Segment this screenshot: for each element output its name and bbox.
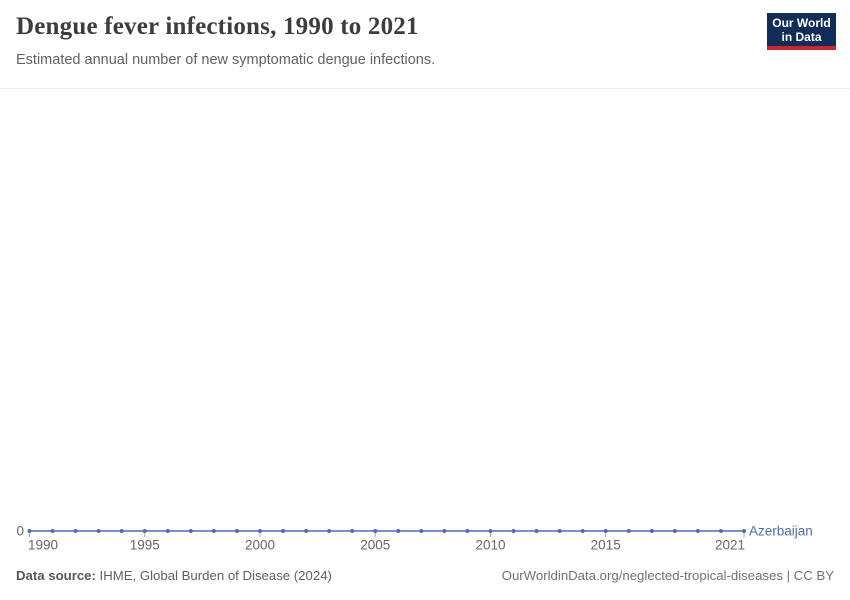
data-point[interactable]	[742, 529, 746, 533]
logo-line-1: Our World	[772, 15, 831, 30]
chart-footer: Data source: IHME, Global Burden of Dise…	[16, 568, 834, 583]
data-point[interactable]	[465, 529, 470, 533]
data-point[interactable]	[257, 529, 262, 533]
data-point[interactable]	[626, 529, 631, 533]
data-point[interactable]	[672, 529, 677, 533]
entity-label[interactable]: Azerbaijan	[749, 524, 813, 539]
data-point[interactable]	[603, 529, 608, 533]
x-tick-label: 2010	[475, 538, 505, 553]
x-tick-label: 2005	[360, 538, 390, 553]
data-point[interactable]	[488, 529, 493, 533]
data-point[interactable]	[534, 529, 539, 533]
header-divider	[0, 88, 850, 89]
data-point[interactable]	[50, 529, 55, 533]
data-point[interactable]	[419, 529, 424, 533]
data-point[interactable]	[142, 529, 147, 533]
x-tick-label: 2000	[245, 538, 275, 553]
y-axis-zero-label: 0	[16, 524, 24, 539]
data-point[interactable]	[695, 529, 700, 533]
data-point[interactable]	[27, 529, 32, 533]
data-point[interactable]	[165, 529, 170, 533]
data-point[interactable]	[119, 529, 124, 533]
data-point[interactable]	[350, 529, 355, 533]
x-tick-label: 2021	[715, 538, 745, 553]
data-source-label: Data source:	[16, 568, 96, 583]
license-link[interactable]: OurWorldinData.org/neglected-tropical-di…	[501, 568, 834, 583]
data-point[interactable]	[234, 529, 239, 533]
data-point[interactable]	[327, 529, 332, 533]
data-source-text: IHME, Global Burden of Disease (2024)	[95, 568, 332, 583]
logo-line-2: in Data	[781, 29, 822, 44]
line-chart[interactable]: 1990 1995 2000 2005 2010 2015 2021 0 Azerbaijan	[0, 498, 850, 560]
page-title: Dengue fever infections, 1990 to 2021	[16, 13, 419, 40]
x-tick-label: 1990	[28, 538, 58, 553]
data-point[interactable]	[557, 529, 562, 533]
data-point[interactable]	[188, 529, 193, 533]
data-point[interactable]	[718, 529, 723, 533]
chart-subtitle: Estimated annual number of new symptomat…	[16, 52, 436, 68]
data-point[interactable]	[96, 529, 101, 533]
data-point[interactable]	[511, 529, 516, 533]
owid-logo[interactable]: Our World in Data	[767, 13, 836, 50]
x-tick-label: 2015	[591, 538, 621, 553]
data-point[interactable]	[649, 529, 654, 533]
data-point[interactable]	[442, 529, 447, 533]
data-point[interactable]	[73, 529, 78, 533]
x-tick-label: 1995	[130, 538, 160, 553]
data-point[interactable]	[304, 529, 309, 533]
data-source: Data source: IHME, Global Burden of Dise…	[16, 568, 332, 583]
data-point[interactable]	[580, 529, 585, 533]
data-point[interactable]	[373, 529, 378, 533]
data-point[interactable]	[211, 529, 216, 533]
data-point[interactable]	[281, 529, 286, 533]
data-point[interactable]	[396, 529, 401, 533]
